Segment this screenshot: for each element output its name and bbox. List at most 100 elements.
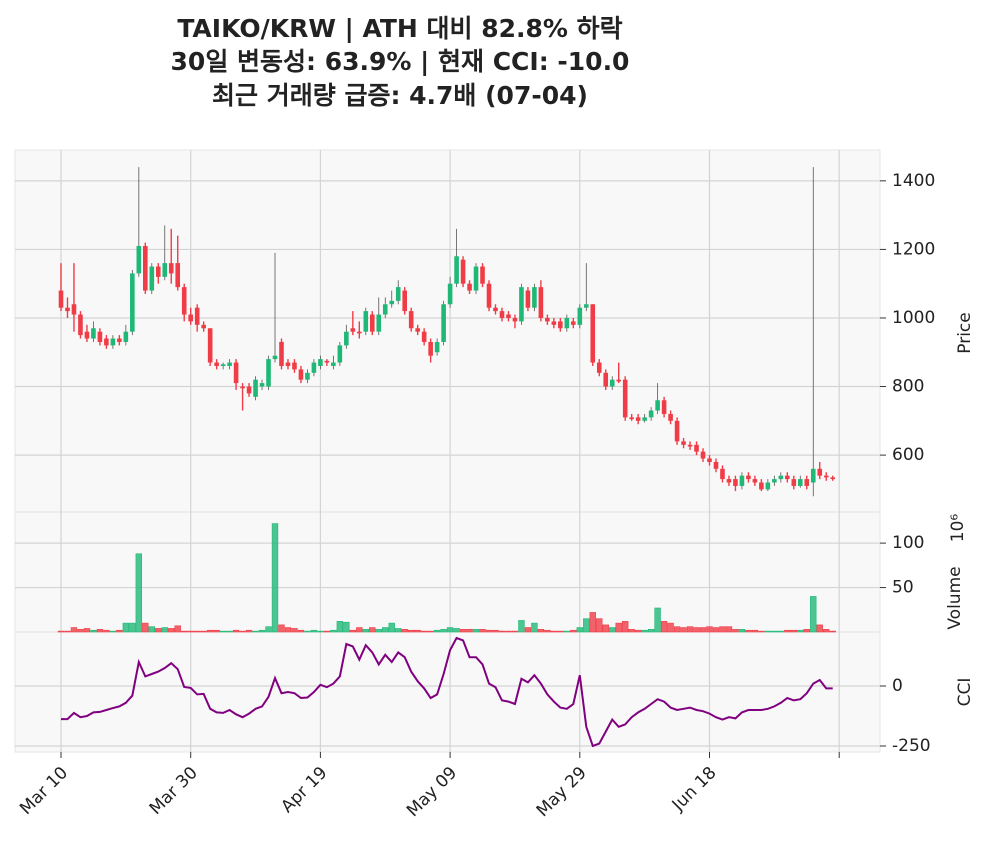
candle-body <box>733 479 738 486</box>
candle-body <box>214 362 219 366</box>
volume-bar <box>771 630 778 633</box>
candle-body <box>538 287 544 318</box>
volume-bar <box>797 629 804 633</box>
candle-body <box>376 314 382 332</box>
candle-body <box>642 417 647 421</box>
candle-body <box>823 475 829 478</box>
volume-bar <box>505 630 512 633</box>
volume-bar <box>647 629 655 633</box>
volume-bar <box>168 628 175 633</box>
candle-body <box>551 321 557 325</box>
volume-bar <box>433 629 441 633</box>
chart-title: TAIKO/KRW | ATH 대비 82.8% 하락 <box>177 14 622 43</box>
volume-bar <box>77 629 84 633</box>
candle-body <box>382 304 388 315</box>
candle-body <box>752 479 758 483</box>
candle-body <box>687 444 693 447</box>
volume-bar <box>810 596 817 633</box>
candle-body <box>97 331 103 342</box>
volume-bar <box>103 629 110 633</box>
candle-body <box>285 362 291 366</box>
chart-title: 30일 변동성: 63.9% | 현재 CCI: -10.0 <box>171 47 630 76</box>
volume-bar <box>317 630 324 633</box>
y-axis-label: CCI <box>955 678 975 707</box>
candle-body <box>58 290 64 308</box>
volume-bar <box>323 630 331 633</box>
volume-bar <box>265 626 272 633</box>
candle-body <box>810 468 816 483</box>
candle-body <box>194 307 200 325</box>
x-tick-label: May 09 <box>403 763 461 821</box>
candle-body <box>603 372 609 387</box>
volume-bar <box>485 629 493 633</box>
candle-body <box>201 324 206 329</box>
volume-bar <box>823 629 830 633</box>
volume-bar <box>498 630 506 633</box>
candle-body <box>622 379 628 418</box>
volume-bar <box>511 630 519 633</box>
candle-body <box>428 341 433 356</box>
volume-bar <box>803 629 810 633</box>
candle-body <box>629 417 634 420</box>
volume-bar <box>349 629 357 633</box>
volume-bar <box>83 628 91 633</box>
candle-body <box>590 304 596 363</box>
candle-body <box>700 451 706 459</box>
volume-bar <box>64 630 71 633</box>
volume-bar <box>790 629 798 633</box>
candle-body <box>583 304 589 308</box>
y-tick-label: 600 <box>892 445 924 465</box>
volume-bar <box>369 627 376 633</box>
candle-body <box>493 307 498 312</box>
candle-body <box>259 383 265 387</box>
volume-bar <box>57 630 65 633</box>
candle-body <box>162 263 168 277</box>
candle-body <box>395 287 401 301</box>
y-tick-label: 50 <box>892 578 914 598</box>
volume-bar <box>725 626 733 633</box>
candle-body <box>577 307 583 325</box>
volume-bar <box>758 630 765 633</box>
volume-bar <box>336 621 344 633</box>
candle-body <box>220 364 226 366</box>
volume-bar <box>531 622 538 633</box>
volume-bar <box>232 629 240 633</box>
volume-bar <box>583 618 590 633</box>
volume-bar <box>174 625 181 633</box>
volume-bar <box>142 622 149 633</box>
candle-body <box>512 317 518 322</box>
volume-bar <box>472 629 480 633</box>
candle-body <box>123 331 129 342</box>
candle-body <box>545 317 550 322</box>
volume-bar <box>70 627 78 633</box>
candle-body <box>71 304 77 315</box>
candle-body <box>434 341 440 353</box>
y-tick-label: 1200 <box>892 239 935 259</box>
volume-bar <box>719 626 726 633</box>
cci-line <box>61 636 833 748</box>
volume-bar <box>213 629 220 633</box>
candle-body <box>91 328 96 339</box>
candle-body <box>279 341 284 366</box>
candle-body <box>713 461 719 469</box>
volume-bar <box>738 629 746 633</box>
volume-bar <box>712 627 720 633</box>
volume-bar <box>764 630 772 633</box>
volume-bar <box>219 630 227 633</box>
volume-bar <box>304 630 311 633</box>
volume-bar <box>278 624 285 633</box>
volume-bar <box>634 629 642 633</box>
volume-bar <box>570 629 577 633</box>
candle-body <box>298 369 304 380</box>
candle-body <box>350 328 356 332</box>
volume-bar <box>109 630 117 633</box>
volume-bar <box>271 523 279 633</box>
candle-body <box>78 314 83 336</box>
volume-bar <box>673 626 681 633</box>
volume-bar <box>524 627 532 633</box>
candle-body <box>175 263 181 288</box>
volume-bar <box>297 629 305 633</box>
candle-body <box>746 475 751 480</box>
candle-body <box>726 479 732 483</box>
x-tick-label: May 29 <box>533 763 591 821</box>
